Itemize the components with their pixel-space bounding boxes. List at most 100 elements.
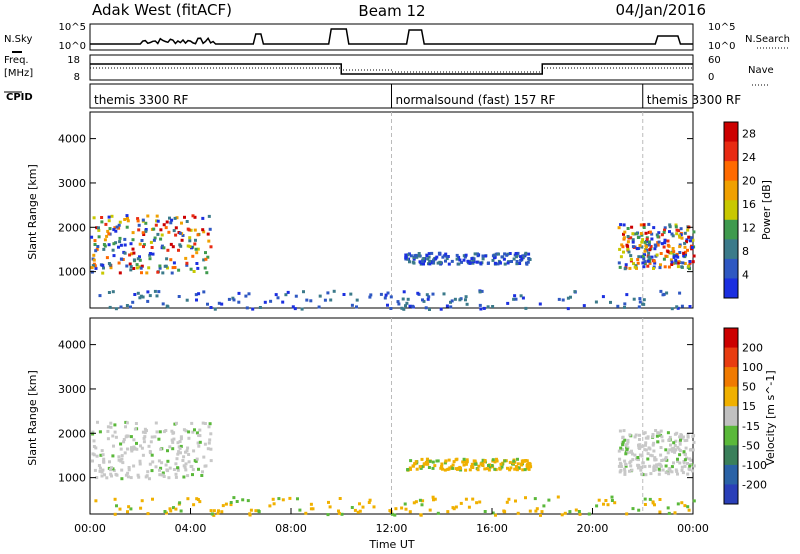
heatmap-cell xyxy=(640,472,644,476)
heatmap-cell xyxy=(528,509,532,513)
heatmap-cell xyxy=(684,446,688,450)
heatmap-cell xyxy=(350,506,354,509)
heatmap-cell xyxy=(184,462,188,466)
heatmap-cell xyxy=(597,498,601,502)
heatmap-cell xyxy=(643,465,647,469)
heatmap-cell xyxy=(582,304,586,308)
heatmap-cell xyxy=(114,472,118,476)
heatmap-cell xyxy=(621,245,625,249)
heatmap-cell xyxy=(691,469,695,473)
y-tick-label: 1000 xyxy=(58,266,86,279)
heatmap-cell xyxy=(272,502,276,506)
heatmap-cell xyxy=(113,226,117,230)
heatmap-cell xyxy=(510,260,513,263)
heatmap-cell xyxy=(160,473,164,477)
heatmap-cell xyxy=(188,239,192,243)
heatmap-cell xyxy=(167,476,171,480)
heatmap-cell xyxy=(454,458,458,462)
heatmap-cell xyxy=(368,498,372,502)
heatmap-cell xyxy=(626,247,630,251)
heatmap-cell xyxy=(97,235,101,239)
heatmap-cell xyxy=(409,459,413,463)
heatmap-cell xyxy=(481,458,485,462)
heatmap-cell xyxy=(643,262,647,266)
heatmap-cell xyxy=(566,296,570,300)
heatmap-cell xyxy=(691,238,695,242)
freq-right-tick-bottom: 0 xyxy=(708,72,714,83)
heatmap-cell xyxy=(457,262,461,266)
heatmap-cell xyxy=(191,468,195,472)
heatmap-cell xyxy=(172,437,176,441)
heatmap-cell xyxy=(692,464,696,468)
heatmap-cell xyxy=(170,438,174,442)
heatmap-cell xyxy=(647,243,651,247)
heatmap-cell xyxy=(606,503,610,507)
heatmap-cell xyxy=(672,441,676,445)
heatmap-cell xyxy=(156,219,160,223)
heatmap-cell xyxy=(204,257,208,261)
heatmap-cell xyxy=(657,231,661,235)
heatmap-cell xyxy=(465,458,469,462)
heatmap-cell xyxy=(680,468,684,472)
heatmap-cell xyxy=(263,300,267,304)
heatmap-cell xyxy=(411,304,414,308)
heatmap-cell xyxy=(192,270,196,273)
heatmap-cell xyxy=(176,468,180,472)
heatmap-cell xyxy=(472,462,476,466)
heatmap-cell xyxy=(309,502,313,506)
heatmap-cell xyxy=(631,245,635,249)
cpid-segment-label: themis 3300 RF xyxy=(94,93,188,107)
heatmap-cell xyxy=(642,226,646,229)
heatmap-cell xyxy=(442,292,446,296)
heatmap-cell xyxy=(692,230,696,234)
heatmap-cell xyxy=(672,261,676,265)
heatmap-cell xyxy=(174,233,178,237)
heatmap-cell xyxy=(495,459,499,463)
heatmap-cell xyxy=(678,461,682,465)
heatmap-cell xyxy=(493,460,497,464)
heatmap-cell xyxy=(102,266,105,270)
heatmap-cell xyxy=(128,262,132,266)
heatmap-cell xyxy=(619,255,623,259)
heatmap-cell xyxy=(637,508,641,512)
heatmap-cell xyxy=(628,266,632,270)
heatmap-cell xyxy=(660,233,664,237)
heatmap-cell xyxy=(192,503,196,507)
heatmap-cell xyxy=(107,219,111,223)
heatmap-cell xyxy=(638,443,642,447)
heatmap-cell xyxy=(655,253,659,257)
heatmap-cell xyxy=(94,499,98,503)
heatmap-cell xyxy=(685,456,689,460)
heatmap-cell xyxy=(254,509,258,513)
heatmap-cell xyxy=(148,252,152,255)
heatmap-cell xyxy=(102,243,106,246)
heatmap-cell xyxy=(138,462,142,466)
heatmap-cell xyxy=(177,248,180,252)
heatmap-cell xyxy=(439,307,443,311)
cpid-segment-label: normalsound (fast) 157 RF xyxy=(396,93,556,107)
heatmap-cell xyxy=(642,298,646,302)
heatmap-cell xyxy=(154,421,158,425)
heatmap-cell xyxy=(120,454,124,458)
heatmap-cell xyxy=(623,467,627,471)
heatmap-cell xyxy=(688,261,692,265)
power-ylabel: Slant Range [km] xyxy=(26,164,39,260)
heatmap-cell xyxy=(349,292,353,296)
heatmap-cell xyxy=(646,264,650,268)
heatmap-cell xyxy=(688,464,692,468)
heatmap-cell xyxy=(182,428,186,432)
heatmap-cell xyxy=(675,470,679,473)
heatmap-cell xyxy=(636,258,640,262)
heatmap-cell xyxy=(182,475,186,479)
velocity-yticks: 1000 2000 3000 4000 xyxy=(58,339,693,485)
heatmap-cell xyxy=(674,223,678,227)
heatmap-cell xyxy=(408,304,412,308)
heatmap-cell xyxy=(148,253,152,257)
heatmap-cell xyxy=(688,260,692,263)
colorbar-tick-label: 50 xyxy=(742,381,756,394)
heatmap-cell xyxy=(663,238,667,242)
heatmap-cell xyxy=(413,254,417,258)
heatmap-cell xyxy=(175,216,179,220)
heatmap-cell xyxy=(417,252,421,255)
heatmap-cell xyxy=(171,245,175,249)
